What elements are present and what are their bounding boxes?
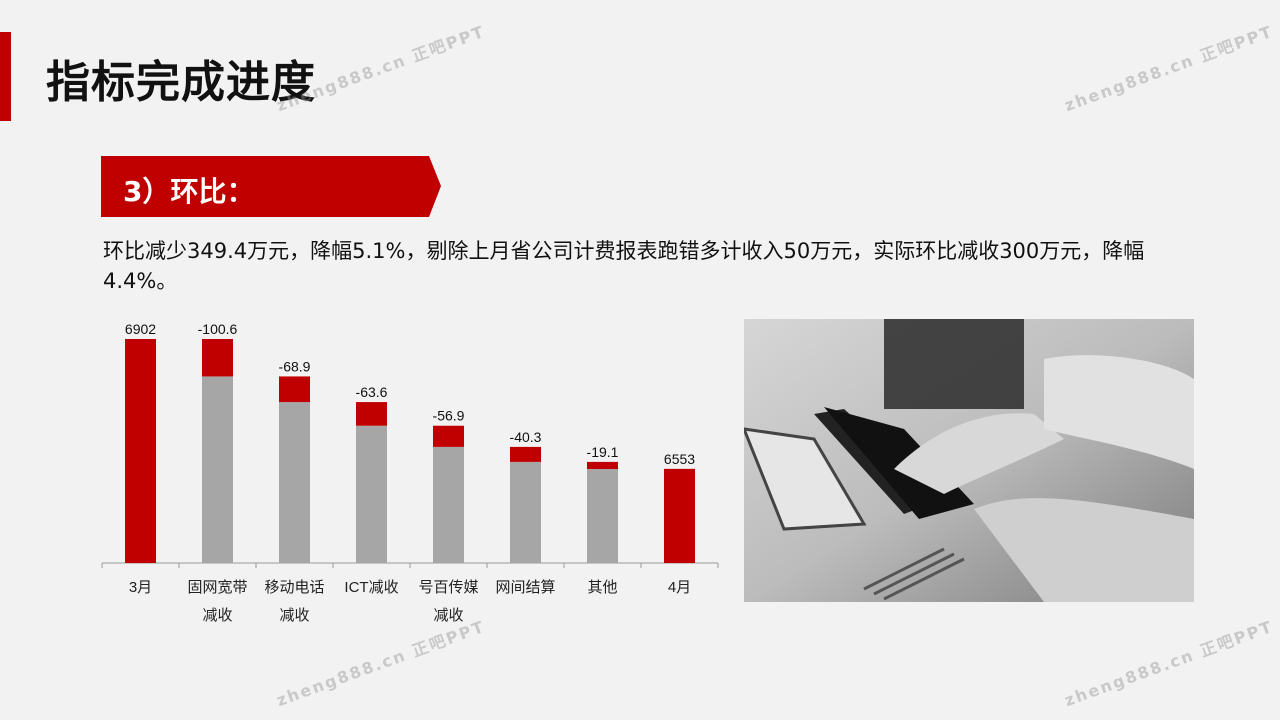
bar-total: [125, 339, 156, 563]
data-label: -100.6: [198, 321, 238, 337]
category-label: ICT减收: [344, 579, 398, 596]
bar-change: [433, 425, 464, 447]
bar-change: [510, 446, 541, 462]
section-banner: 3）环比：: [101, 156, 441, 217]
data-label: 6902: [125, 321, 156, 337]
category-label: 号百传媒: [418, 579, 478, 596]
bar-change: [202, 339, 233, 377]
bar-base: [510, 461, 541, 563]
bar-change: [356, 402, 387, 426]
bar-base: [433, 446, 464, 563]
bar-change: [587, 461, 618, 470]
photo-illustration: [744, 319, 1194, 602]
tablet-photo: [744, 319, 1194, 602]
category-label: 减收: [202, 607, 232, 624]
bar-base: [202, 376, 233, 563]
category-label: 其他: [587, 579, 617, 596]
bar-base: [356, 425, 387, 563]
category-label: 减收: [433, 607, 463, 624]
description-text: 环比减少349.4万元，降幅5.1%，剔除上月省公司计费报表跑错多计收入50万元…: [103, 239, 1145, 293]
category-label: 3月: [129, 579, 152, 596]
watermark: zheng888.cn 正吧PPT: [1061, 21, 1276, 116]
bar-total: [664, 468, 695, 563]
bar-change: [279, 376, 310, 403]
data-label: 6553: [664, 451, 695, 467]
data-label: -19.1: [587, 444, 619, 460]
category-label: 移动电话: [264, 579, 324, 596]
section-label: 3）环比：: [123, 175, 255, 208]
category-label: 减收: [279, 607, 309, 624]
bar-base: [279, 402, 310, 563]
data-label: -63.6: [356, 384, 388, 400]
banner-shape: [101, 156, 441, 217]
category-label: 网间结算: [495, 578, 555, 596]
data-label: -40.3: [510, 429, 542, 445]
page-title: 指标完成进度: [46, 57, 316, 108]
category-label: 固网宽带: [187, 579, 247, 596]
data-label: -56.9: [433, 408, 465, 424]
bar-base: [587, 469, 618, 563]
category-label: 4月: [668, 579, 691, 596]
title-accent-bar: [0, 32, 11, 121]
data-label: -68.9: [279, 358, 311, 374]
watermark: zheng888.cn 正吧PPT: [1061, 616, 1276, 711]
